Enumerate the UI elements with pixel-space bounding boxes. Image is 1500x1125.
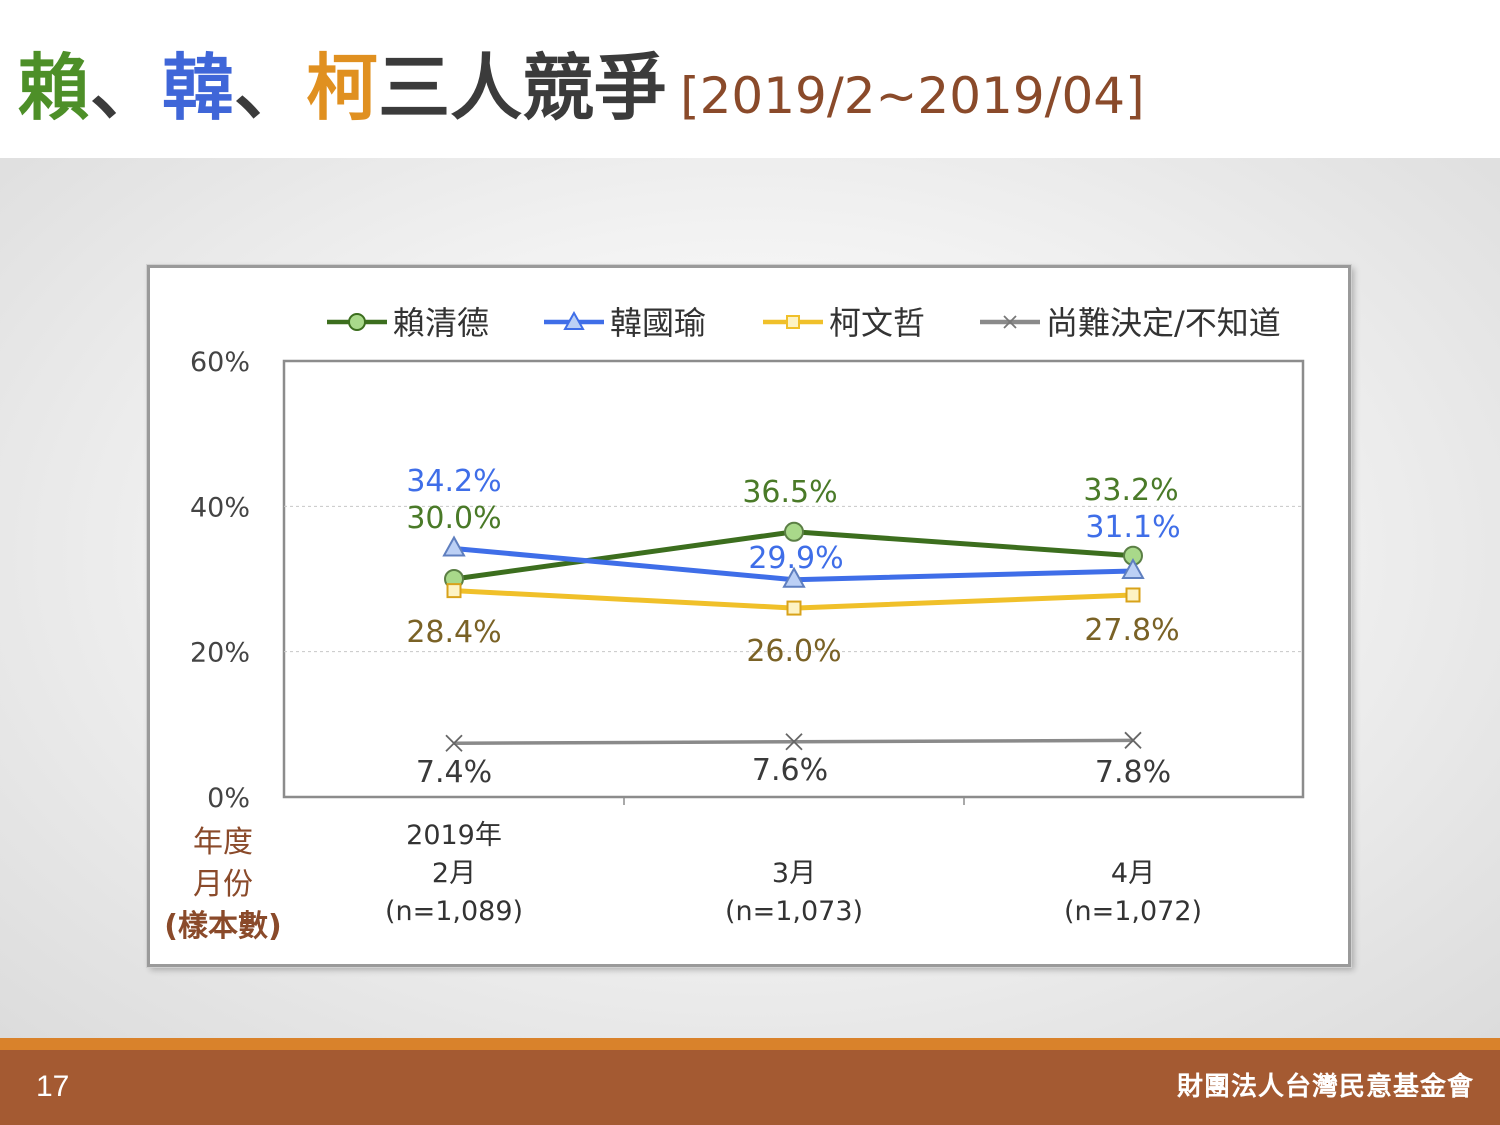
data-label-gray: 7.4% <box>416 755 492 790</box>
data-label-green: 30.0% <box>406 501 501 536</box>
data-label-green: 36.5% <box>742 475 837 510</box>
data-label-blue: 29.9% <box>748 541 843 576</box>
x-axis-label: (樣本數) <box>164 909 281 944</box>
data-label-gray: 7.6% <box>752 753 828 788</box>
data-label-yellow: 26.0% <box>746 634 841 669</box>
page-title: 賴、韓、柯三人競爭 [2019/2~2019/04] <box>18 38 1145 138</box>
y-tick-label: 60% <box>190 347 250 378</box>
data-point-x <box>445 734 463 752</box>
legend-label-blue: 韓國瑜 <box>610 304 706 342</box>
title-bar: 賴、韓、柯三人競爭 [2019/2~2019/04] <box>0 0 1500 158</box>
y-tick-label: 0% <box>207 783 250 814</box>
title-separator: 、 <box>234 46 307 130</box>
title-lai: 賴 <box>18 46 91 130</box>
data-label-blue: 31.1% <box>1085 510 1180 545</box>
legend-marker-square <box>786 315 800 329</box>
page-number: 17 <box>36 1070 70 1103</box>
data-label-blue: 34.2% <box>406 464 501 499</box>
data-point-circle <box>784 521 804 542</box>
title-rest: 三人競爭 <box>378 46 667 130</box>
legend-marker-x <box>1003 315 1017 329</box>
data-point-x <box>785 733 803 751</box>
legend-label-yellow: 柯文哲 <box>829 304 925 342</box>
data-label-gray: 7.8% <box>1095 755 1171 790</box>
x-axis-label: 年度 <box>193 825 253 860</box>
data-point-square <box>786 600 802 616</box>
title-han: 韓 <box>162 46 235 130</box>
x-tick-label: 4月 <box>1111 858 1155 889</box>
title-separator: 、 <box>90 46 163 130</box>
x-tick-label: 3月 <box>772 858 816 889</box>
x-tick-label: 2019年 <box>406 820 502 851</box>
data-label-green: 33.2% <box>1083 473 1178 508</box>
footer-accent-line <box>0 1038 1500 1050</box>
x-tick-label: 2月 <box>432 858 476 889</box>
data-point-square <box>446 583 462 599</box>
data-point-triangle <box>1121 557 1145 580</box>
data-point-square <box>1125 587 1141 603</box>
title-date-range: [2019/2~2019/04] <box>680 67 1145 125</box>
legend-label-gray: 尚難決定/不知道 <box>1046 304 1281 342</box>
legend-label-green: 賴清德 <box>393 304 489 342</box>
legend-marker-circle <box>348 313 366 331</box>
title-ko: 柯 <box>306 46 379 130</box>
data-label-yellow: 27.8% <box>1084 613 1179 648</box>
organization-name: 財團法人台灣民意基金會 <box>1176 1072 1474 1102</box>
data-point-triangle <box>782 566 806 588</box>
data-label-yellow: 28.4% <box>406 615 501 650</box>
data-point-x <box>1124 731 1142 749</box>
footer-bar <box>0 1050 1500 1125</box>
y-tick-label: 20% <box>190 638 250 669</box>
y-tick-label: 40% <box>190 492 250 523</box>
x-tick-label: (n=1,073) <box>725 896 863 927</box>
x-tick-label: (n=1,089) <box>385 896 523 927</box>
x-axis-label: 月份 <box>193 867 253 902</box>
x-tick-label: (n=1,072) <box>1064 896 1202 927</box>
legend-marker-triangle <box>563 310 585 330</box>
data-point-triangle <box>442 535 466 557</box>
